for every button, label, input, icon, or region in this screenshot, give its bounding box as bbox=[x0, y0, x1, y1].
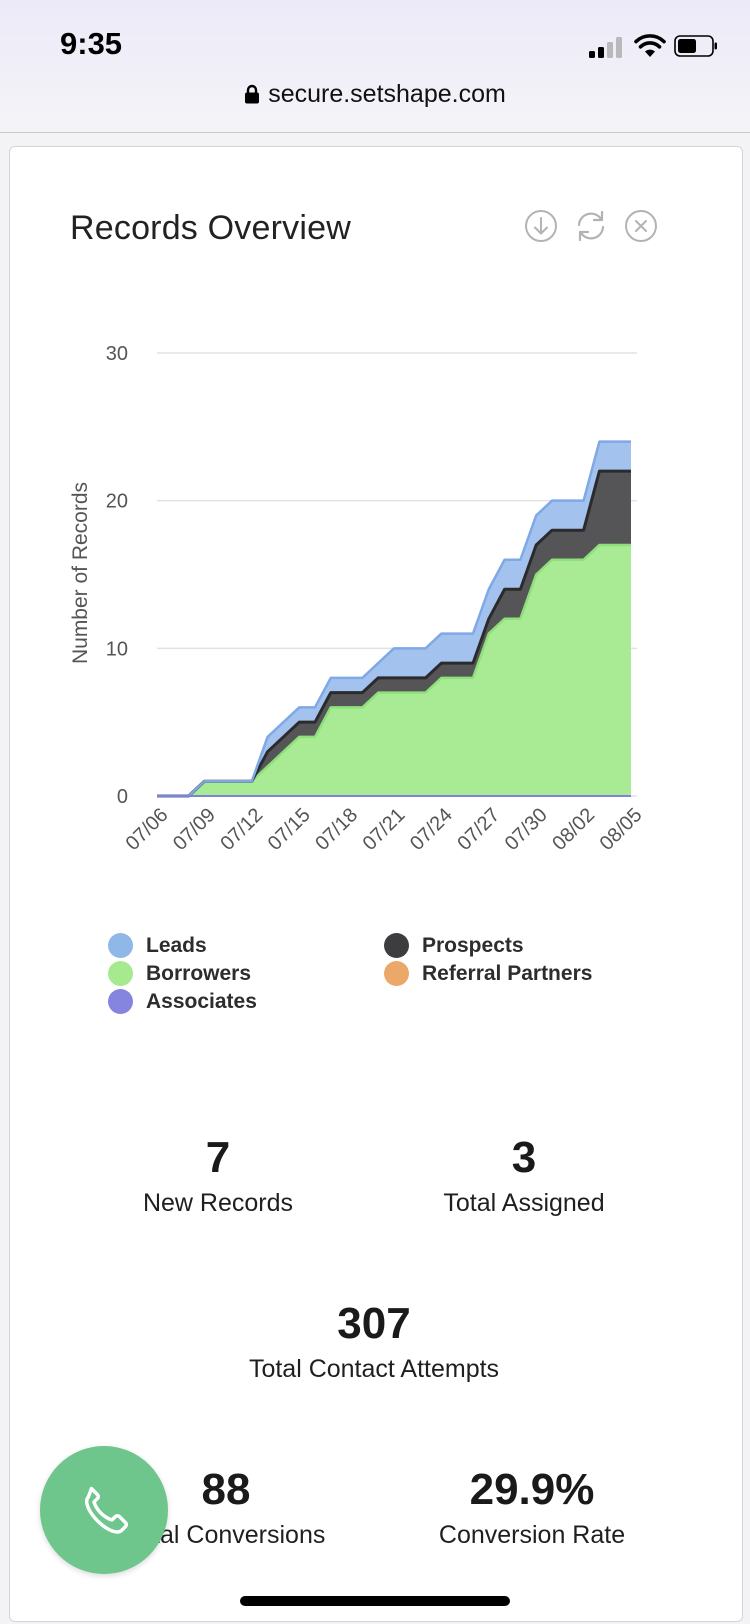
x-tick-label: 08/05 bbox=[596, 804, 647, 855]
legend-dot bbox=[108, 961, 133, 986]
status-bar: 9:35 secure.setshape.com bbox=[0, 0, 750, 133]
stat-new-records: 7 New Records bbox=[68, 1133, 368, 1218]
legend-dot bbox=[384, 961, 409, 986]
stat-value: 88 bbox=[201, 1465, 251, 1514]
legend-dot bbox=[108, 933, 133, 958]
legend-label: Associates bbox=[146, 990, 257, 1013]
stat-conversion-rate: 29.9% Conversion Rate bbox=[382, 1465, 682, 1550]
stat-value: 307 bbox=[337, 1299, 411, 1348]
close-button[interactable] bbox=[624, 209, 658, 243]
line-leads bbox=[157, 440, 631, 798]
x-tick-label: 07/27 bbox=[453, 804, 504, 855]
records-area-chart: 010203007/0607/0907/1207/1507/1807/2107/… bbox=[69, 343, 647, 855]
stat-value: 7 bbox=[205, 1133, 231, 1182]
stat-contact-attempts: 307 Total Contact Attempts bbox=[224, 1299, 524, 1384]
legend-label: Referral Partners bbox=[422, 962, 593, 985]
stat-label: Total Contact Attempts bbox=[248, 1355, 500, 1383]
stat-value: 3 bbox=[511, 1133, 537, 1182]
records-overview-card: Records Overview 0 10 20 30 07/06 07/09 07/12 0… bbox=[9, 146, 743, 1622]
phone-icon bbox=[84, 1486, 129, 1534]
lock-icon bbox=[245, 84, 260, 104]
stat-total-assigned: 3 Total Assigned bbox=[374, 1133, 674, 1218]
y-tick-label: 30 bbox=[106, 343, 128, 365]
legend-dot bbox=[384, 933, 409, 958]
x-tick-label: 08/02 bbox=[548, 804, 599, 855]
card-title: Records Overview bbox=[70, 209, 351, 247]
x-tick-label: 07/06 bbox=[122, 804, 173, 855]
stat-label: Conversion Rate bbox=[438, 1521, 626, 1549]
x-tick-label: 07/24 bbox=[406, 804, 457, 855]
x-tick-label: 07/18 bbox=[311, 804, 362, 855]
legend-label: Leads bbox=[146, 934, 207, 957]
x-tick-label: 07/15 bbox=[264, 804, 315, 855]
refresh-icon bbox=[577, 210, 605, 242]
download-icon bbox=[525, 210, 557, 242]
y-tick-label: 20 bbox=[106, 491, 128, 513]
y-tick-label: 10 bbox=[106, 638, 128, 660]
y-axis-title: Number of Records bbox=[69, 482, 92, 664]
area-borrowers[interactable] bbox=[157, 544, 631, 796]
call-button[interactable] bbox=[40, 1446, 168, 1574]
x-tick-label: 07/12 bbox=[216, 804, 267, 855]
wifi-icon bbox=[634, 34, 666, 57]
close-icon bbox=[625, 210, 657, 242]
cellular-signal-icon bbox=[589, 36, 623, 58]
legend-label: Prospects bbox=[422, 934, 524, 957]
x-tick-label: 07/09 bbox=[169, 804, 220, 855]
address-bar[interactable]: secure.setshape.com bbox=[0, 80, 750, 109]
battery-icon bbox=[674, 35, 717, 57]
stat-label: Total Assigned bbox=[443, 1189, 605, 1217]
refresh-button[interactable] bbox=[574, 209, 608, 243]
x-tick-label: 07/30 bbox=[501, 804, 552, 855]
url-text: secure.setshape.com bbox=[268, 80, 506, 108]
download-button[interactable] bbox=[524, 209, 558, 243]
home-indicator bbox=[240, 1596, 510, 1606]
status-time: 9:35 bbox=[60, 26, 123, 61]
x-tick-label: 07/21 bbox=[359, 804, 410, 855]
y-tick-label: 0 bbox=[117, 786, 128, 808]
stat-label: New Records bbox=[142, 1189, 294, 1217]
legend-label: Borrowers bbox=[146, 962, 252, 985]
stat-value: 29.9% bbox=[469, 1465, 595, 1514]
legend-dot bbox=[108, 989, 133, 1014]
